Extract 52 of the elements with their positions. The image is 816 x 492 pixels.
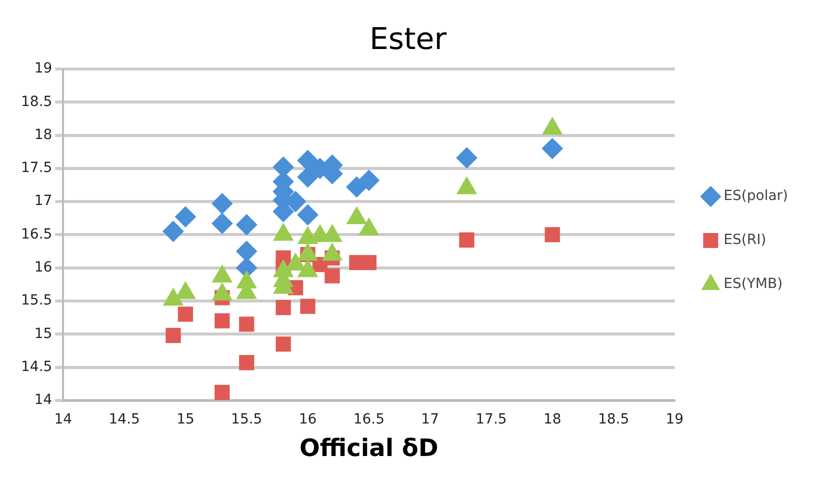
point bbox=[276, 300, 291, 316]
y-tick-label: 19 bbox=[34, 60, 52, 77]
point bbox=[324, 268, 340, 284]
point bbox=[456, 147, 478, 168]
x-tick-label: 15.5 bbox=[231, 411, 262, 428]
y-tick-label: 17 bbox=[34, 193, 52, 210]
point bbox=[212, 193, 233, 214]
y-tick-label: 16 bbox=[34, 259, 52, 276]
x-tick-label: 18 bbox=[543, 411, 562, 428]
point bbox=[212, 212, 233, 234]
point bbox=[174, 206, 196, 228]
point bbox=[346, 176, 368, 198]
point bbox=[178, 306, 194, 322]
legend-label: ES(RI) bbox=[724, 232, 766, 248]
point bbox=[214, 313, 230, 328]
point bbox=[297, 166, 318, 188]
legend-label: ES(YMB) bbox=[724, 276, 783, 292]
y-tick-label: 16.5 bbox=[21, 226, 52, 242]
x-tick-label: 14 bbox=[54, 411, 72, 428]
point bbox=[239, 355, 254, 370]
point bbox=[276, 336, 291, 352]
y-tick-label: 14.5 bbox=[21, 358, 52, 375]
y-tick-label: 17.5 bbox=[21, 160, 52, 176]
point bbox=[459, 232, 474, 248]
y-tick-label: 18.5 bbox=[21, 94, 52, 110]
chart-title: Ester bbox=[369, 22, 448, 57]
point bbox=[358, 170, 380, 191]
x-tick-label: 17 bbox=[421, 411, 439, 428]
x-tick-label: 16 bbox=[298, 411, 317, 428]
point bbox=[297, 150, 318, 171]
point bbox=[162, 220, 184, 242]
x-axis-title: Official δD bbox=[300, 434, 438, 462]
x-tick-label: 18.5 bbox=[598, 411, 630, 428]
point bbox=[300, 298, 316, 314]
legend-label: ES(polar) bbox=[724, 188, 788, 204]
y-tick-label: 14 bbox=[34, 392, 52, 408]
y-tick-label: 15.5 bbox=[21, 292, 52, 309]
point bbox=[544, 227, 560, 242]
point bbox=[297, 204, 318, 226]
point bbox=[239, 316, 254, 332]
point bbox=[542, 138, 563, 160]
point bbox=[214, 384, 230, 400]
y-tick-label: 18 bbox=[34, 126, 52, 143]
point bbox=[361, 254, 376, 270]
x-tick-label: 19 bbox=[666, 411, 684, 428]
point bbox=[166, 328, 181, 344]
y-tick-label: 15 bbox=[34, 326, 52, 342]
x-tick-label: 15 bbox=[176, 411, 194, 428]
x-tick-label: 14.5 bbox=[108, 411, 140, 428]
x-tick-label: 17.5 bbox=[476, 411, 507, 428]
point bbox=[236, 214, 258, 236]
x-tick-label: 16.5 bbox=[353, 411, 385, 428]
